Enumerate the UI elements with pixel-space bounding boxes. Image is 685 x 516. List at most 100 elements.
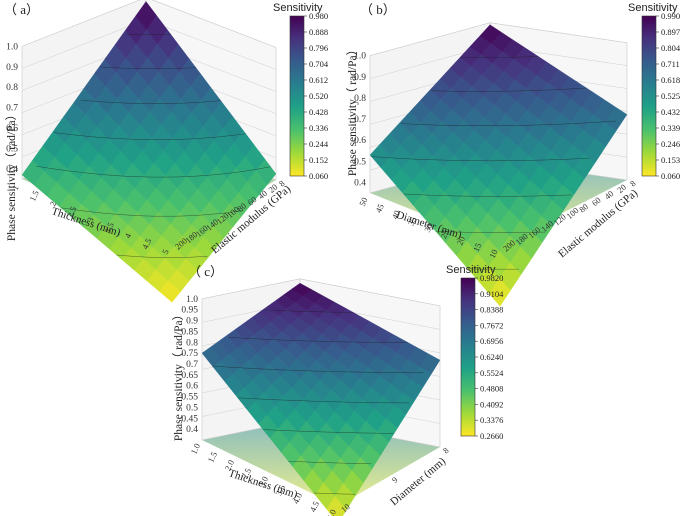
contour-line — [288, 461, 372, 465]
panel-b-surface — [369, 24, 628, 307]
gridline — [21, 0, 277, 48]
z-tick-label: 0.8 — [186, 338, 198, 348]
panel-c-z-ticks: 0.40.450.50.550.60.650.70.750.80.850.90.… — [181, 295, 198, 435]
z-tick-label: 0.65 — [181, 371, 198, 381]
a-tick-label: 1.5 — [206, 450, 220, 464]
a-tick-label: 50 — [357, 196, 370, 208]
panel-a-label: （ a） — [4, 2, 39, 17]
z-tick-label: 0.4 — [186, 425, 198, 435]
colorbar-tick-label: 0.804 — [661, 43, 681, 53]
colorbar-tick-label: 0.4808 — [480, 384, 503, 394]
colorbar-tick-label: 0.711 — [661, 59, 680, 69]
colorbar-tick-label: 0.244 — [309, 139, 329, 149]
a-tick-label: 3 — [85, 216, 96, 224]
surface-facet — [419, 353, 441, 374]
colorbar-tick-label: 0.060 — [661, 171, 680, 181]
colorbar-tick-label: 0.525 — [661, 91, 680, 101]
a-tick-label: 1.5 — [27, 189, 41, 203]
colorbar-tick-label: 0.618 — [661, 75, 680, 85]
colorbar-tick-label: 0.153 — [661, 155, 680, 165]
contour-line — [36, 165, 271, 178]
colorbar-tick-label: 0.339 — [661, 123, 680, 133]
colorbar-tick-label: 0.6956 — [480, 336, 503, 346]
z-tick-label: 0.75 — [181, 349, 198, 359]
panel-b-colorbar: 0.990 0.897 0.804 0.711 0.618 0.525 0.432 0.339… — [628, 2, 681, 181]
z-tick-label: 1.0 — [186, 295, 198, 305]
b-tick-label: 8 — [628, 178, 638, 188]
a-tick-label: 25 — [438, 228, 451, 240]
contour-line — [99, 66, 196, 69]
gridline — [369, 22, 628, 56]
a-tick-label: 4.5 — [140, 237, 154, 251]
a-tick-label: 5 — [160, 248, 171, 256]
a-tick-label: 10 — [487, 248, 500, 260]
colorbar-tick-label: 0.4092 — [480, 399, 503, 409]
contour-line — [460, 56, 539, 59]
colorbar-tick-label: 0.888 — [309, 27, 328, 37]
colorbar-tick-label: 0.980 — [309, 11, 328, 21]
a-tick-label: 2.0 — [223, 458, 237, 472]
panel-c-z-axis-label: Phase sensitivity（ rad/Pa） — [172, 309, 185, 441]
panel-a-surface — [21, 1, 277, 303]
contour-line — [435, 231, 546, 233]
z-tick-label: 0.6 — [6, 124, 18, 134]
colorbar-tick-label: 0.336 — [309, 123, 328, 133]
z-tick-label: 0.5 — [354, 157, 366, 167]
colorbar-tick-label: 0.428 — [309, 107, 328, 117]
a-tick-label: 20 — [454, 235, 467, 247]
contour-line — [80, 99, 221, 104]
contour-line — [227, 336, 408, 343]
z-tick-label: 1.0 — [6, 42, 18, 52]
colorbar-tick-label: 0.704 — [309, 59, 329, 69]
colorbar-tick-label: 0.9820 — [480, 273, 503, 283]
a-tick-label: 3.5 — [274, 483, 288, 497]
z-tick-label: 0.5 — [186, 403, 198, 413]
panel-c-thickness-ticks: 1.01.52.02.53.03.54.04.55.0 — [189, 442, 339, 516]
b-tick-label: 8 — [277, 178, 287, 188]
panel-c-colorbar-title: Sensitivity — [446, 264, 496, 276]
z-tick-label: 0.55 — [181, 393, 198, 403]
panel-a-z-axis-label: Phase sensitivity（ rad/Pa） — [5, 109, 18, 241]
b-tick-label: 9 — [390, 475, 400, 485]
z-tick-label: 0.7 — [186, 360, 198, 370]
panel-c-colorbar: 0.9820 0.9104 0.8388 0.7672 0.6956 0.6240 0.55… — [446, 264, 504, 441]
colorbar-tick-label: 0.5524 — [480, 368, 504, 378]
colorbar-tick-label: 0.8388 — [480, 305, 503, 315]
z-tick-label: 0.5 — [6, 144, 18, 154]
colorbar-tick-label: 0.152 — [309, 155, 328, 165]
a-tick-label: 2 — [47, 200, 58, 208]
contour-line — [430, 87, 587, 92]
z-tick-label: 0.7 — [6, 104, 18, 114]
colorbar-tick-label: 0.6240 — [480, 352, 503, 362]
contour-line — [263, 429, 394, 434]
colorbar-tick-label: 0.246 — [661, 139, 680, 149]
panel-c-surface — [201, 282, 441, 516]
z-tick-label: 0.7 — [354, 115, 366, 125]
z-tick-label: 0.9 — [186, 317, 198, 327]
contour-line — [401, 120, 617, 126]
a-tick-label: 2.5 — [65, 205, 79, 219]
z-tick-label: 0.45 — [181, 414, 198, 424]
colorbar-tick-label: 0.796 — [309, 43, 328, 53]
panel-a-z-ticks: 0.4 0.5 0.6 0.7 0.8 0.9 1.0 — [6, 42, 18, 174]
z-tick-label: 0.4 — [6, 165, 18, 175]
contour-line — [403, 193, 572, 197]
a-tick-label: 30 — [422, 222, 435, 234]
z-tick-label: 0.8 — [354, 94, 366, 104]
contour-line — [60, 207, 244, 217]
z-tick-label: 1.0 — [354, 52, 366, 62]
surface-facet — [256, 159, 277, 185]
contour-line — [237, 397, 410, 404]
panel-b-label: （ b） — [360, 2, 396, 17]
z-tick-label: 0.8 — [6, 83, 18, 93]
panel-a-colorbar: 0.980 0.888 0.796 0.704 0.612 0.520 0.428 0.336… — [273, 2, 329, 181]
a-tick-label: 4.5 — [308, 500, 322, 514]
z-tick-label: 0.9 — [6, 63, 18, 73]
colorbar-tick-label: 0.990 — [661, 11, 680, 21]
a-tick-label: 1.0 — [189, 442, 203, 456]
panel-a-thickness-ticks: 1 1.5 2 2.5 3 3.5 4 4.5 5 — [10, 184, 171, 256]
gridline — [201, 278, 441, 307]
panel-b-z-axis-label: Phase sensitivity（ rad/Pa） — [346, 44, 359, 176]
